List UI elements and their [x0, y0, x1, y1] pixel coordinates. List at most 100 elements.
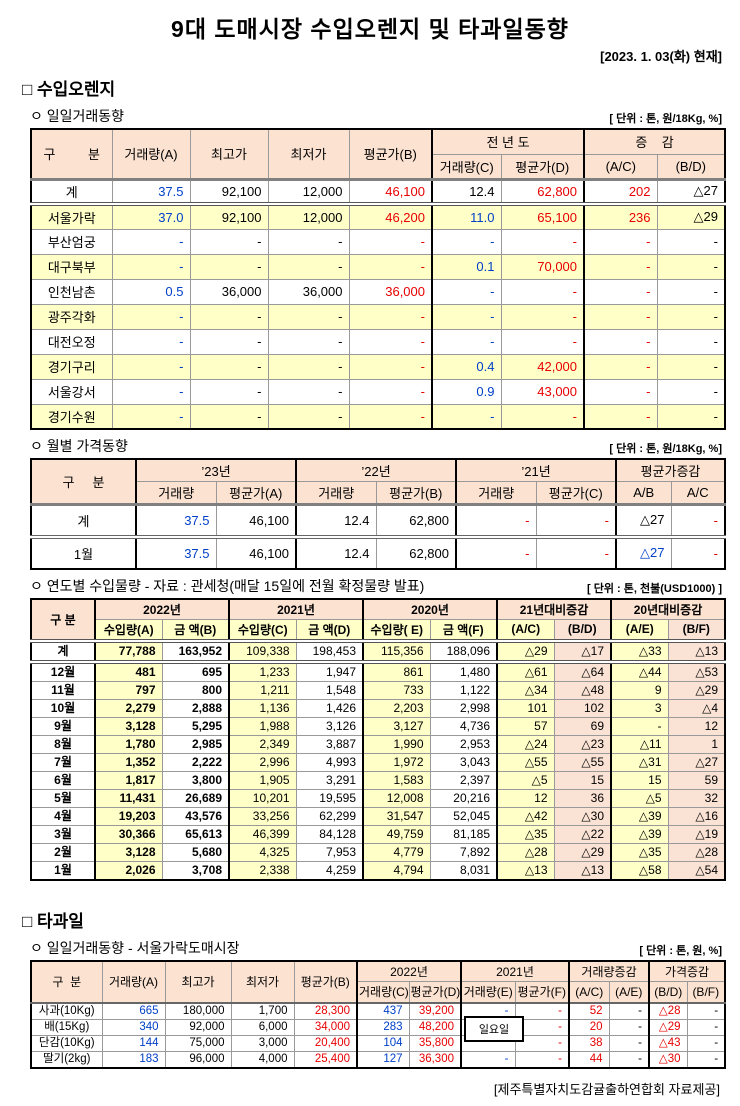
col-header-ac: (A/C): [496, 618, 555, 641]
data-cell: -: [535, 504, 617, 539]
data-cell: 1,972: [362, 752, 431, 772]
data-cell: 12: [496, 788, 555, 808]
data-cell: 37.5: [135, 536, 217, 569]
table-row: 대구북부 - - - -0.1 70,000- -: [30, 253, 726, 280]
table-row: 1월 2,026 3,708 2,338 4,259 4,794 8,031 △13 △13 △5…: [30, 860, 726, 880]
table-row: 인천남촌 0.5 36,000 36,000 36,000- - - -: [30, 278, 726, 305]
data-cell: 1,352: [94, 752, 163, 772]
table-row: 계 37.5 46,100 12.4 62,800- - △27-: [30, 504, 726, 539]
data-cell: 1,780: [94, 734, 163, 754]
data-cell: △29: [656, 203, 726, 230]
data-cell: 70,000: [500, 253, 585, 280]
row-label: 딸기(2kg): [30, 1050, 103, 1068]
data-cell: 3,291: [295, 770, 364, 790]
row-label: 경기수원: [30, 403, 113, 430]
table-row: 2월 3,128 5,680 4,325 7,953 4,779 7,892 △28 △29 △3…: [30, 842, 726, 862]
col-header-amount-d: 금 액(D): [295, 618, 364, 641]
col-header-ac: (A/C): [583, 153, 658, 180]
data-cell: △29: [553, 842, 612, 862]
col-header-volume-c: 거래량(C): [431, 153, 502, 180]
data-cell: △22: [553, 824, 612, 844]
data-cell: 3,800: [161, 770, 230, 790]
col-header-ab: A/B: [615, 481, 672, 505]
data-cell: △29: [648, 1018, 688, 1036]
data-cell: 4,794: [362, 860, 431, 880]
data-cell: 37.0: [111, 203, 191, 230]
data-cell: 1,905: [228, 770, 297, 790]
data-cell: 101: [496, 698, 555, 718]
data-cell: 481: [94, 661, 163, 682]
data-cell: -: [460, 1050, 516, 1068]
row-label: 부산엄궁: [30, 228, 113, 255]
table-row: 11월 797 800 1,211 1,548 733 1,122 △34 △48 9 △29: [30, 680, 726, 700]
data-cell: -: [189, 378, 269, 405]
data-cell: 62,299: [295, 806, 364, 826]
data-cell: 46,100: [348, 178, 433, 206]
data-cell: △29: [667, 680, 726, 700]
data-cell: 1,211: [228, 680, 297, 700]
data-cell: △27: [667, 752, 726, 772]
data-cell: △17: [553, 640, 612, 664]
data-cell: 42,000: [500, 353, 585, 380]
data-cell: 92,000: [164, 1018, 232, 1036]
data-cell: -: [267, 328, 350, 355]
data-cell: 28,300: [293, 1002, 358, 1020]
col-header-avg-d: 평균가(D): [408, 981, 462, 1003]
data-cell: △43: [648, 1034, 688, 1052]
data-cell: 46,100: [215, 504, 297, 539]
col-header-bf: (B/F): [667, 618, 726, 641]
data-cell: 800: [161, 680, 230, 700]
fruit-daily-unit: [ 단위 : 톤, 원, %]: [639, 944, 722, 957]
data-cell: -: [583, 403, 658, 430]
data-cell: -: [189, 228, 269, 255]
row-label: 1월: [30, 536, 137, 569]
data-cell: -: [500, 228, 585, 255]
col-header-volume-e: 거래량(E): [460, 981, 516, 1003]
col-header-low: 최저가: [267, 128, 350, 180]
data-cell: -: [610, 716, 669, 736]
data-cell: 4,000: [230, 1050, 295, 1068]
row-label: 6월: [30, 770, 96, 790]
data-cell: 36,000: [267, 278, 350, 305]
col-header-bd: (B/D): [656, 153, 726, 180]
data-cell: -: [348, 378, 433, 405]
data-cell: △28: [648, 1002, 688, 1020]
monthly-price-label: ㅇ 월별 가격동향: [30, 438, 128, 454]
fruit-table-wrapper: 구 분 거래량(A) 최고가 최저가 평균가(B) 2022년 2021년 거래…: [16, 959, 727, 1069]
data-cell: -: [189, 353, 269, 380]
yearly-import-caption: ㅇ 연도별 수입물량 - 자료 : 관세청(매달 15일에 전월 확정물량 발표…: [30, 576, 722, 596]
data-cell: 2,338: [228, 860, 297, 880]
fruit-daily-label: ㅇ 일일거래동향 - 서울가락도매시장: [30, 939, 240, 956]
col-group-price-change: 가격증감: [648, 960, 726, 982]
col-header-avg-b: 평균가(B): [293, 960, 358, 1003]
data-cell: 1,548: [295, 680, 364, 700]
daily-orange-table: 구 분 거래량(A) 최고가 최저가 평균가(B) 전 년 도 증 감 거래량(…: [30, 128, 727, 430]
data-cell: 49,759: [362, 824, 431, 844]
data-cell: -: [686, 1002, 726, 1020]
data-source-footer: [제주특별자치도감귤출하연합회 자료제공]: [493, 1081, 720, 1097]
data-cell: 1,947: [295, 661, 364, 682]
col-header-amount-b: 금 액(B): [161, 618, 230, 641]
data-cell: 1,817: [94, 770, 163, 790]
data-cell: △30: [553, 806, 612, 826]
data-cell: 44: [568, 1050, 610, 1068]
data-cell: 20: [568, 1018, 610, 1036]
data-cell: -: [656, 328, 726, 355]
data-cell: -: [686, 1050, 726, 1068]
data-cell: 4,993: [295, 752, 364, 772]
data-cell: 1,988: [228, 716, 297, 736]
data-cell: 92,100: [189, 203, 269, 230]
data-cell: -: [111, 353, 191, 380]
data-cell: 62,800: [500, 178, 585, 206]
col-header-avg-f: 평균가(F): [514, 981, 570, 1003]
row-label: 3월: [30, 824, 96, 844]
data-cell: 69: [553, 716, 612, 736]
data-cell: 9: [610, 680, 669, 700]
row-label: 5월: [30, 788, 96, 808]
data-cell: -: [656, 228, 726, 255]
row-label: 11월: [30, 680, 96, 700]
data-cell: 1: [667, 734, 726, 754]
data-cell: △13: [553, 860, 612, 880]
col-header-import-a: 수입량(A): [94, 618, 163, 641]
